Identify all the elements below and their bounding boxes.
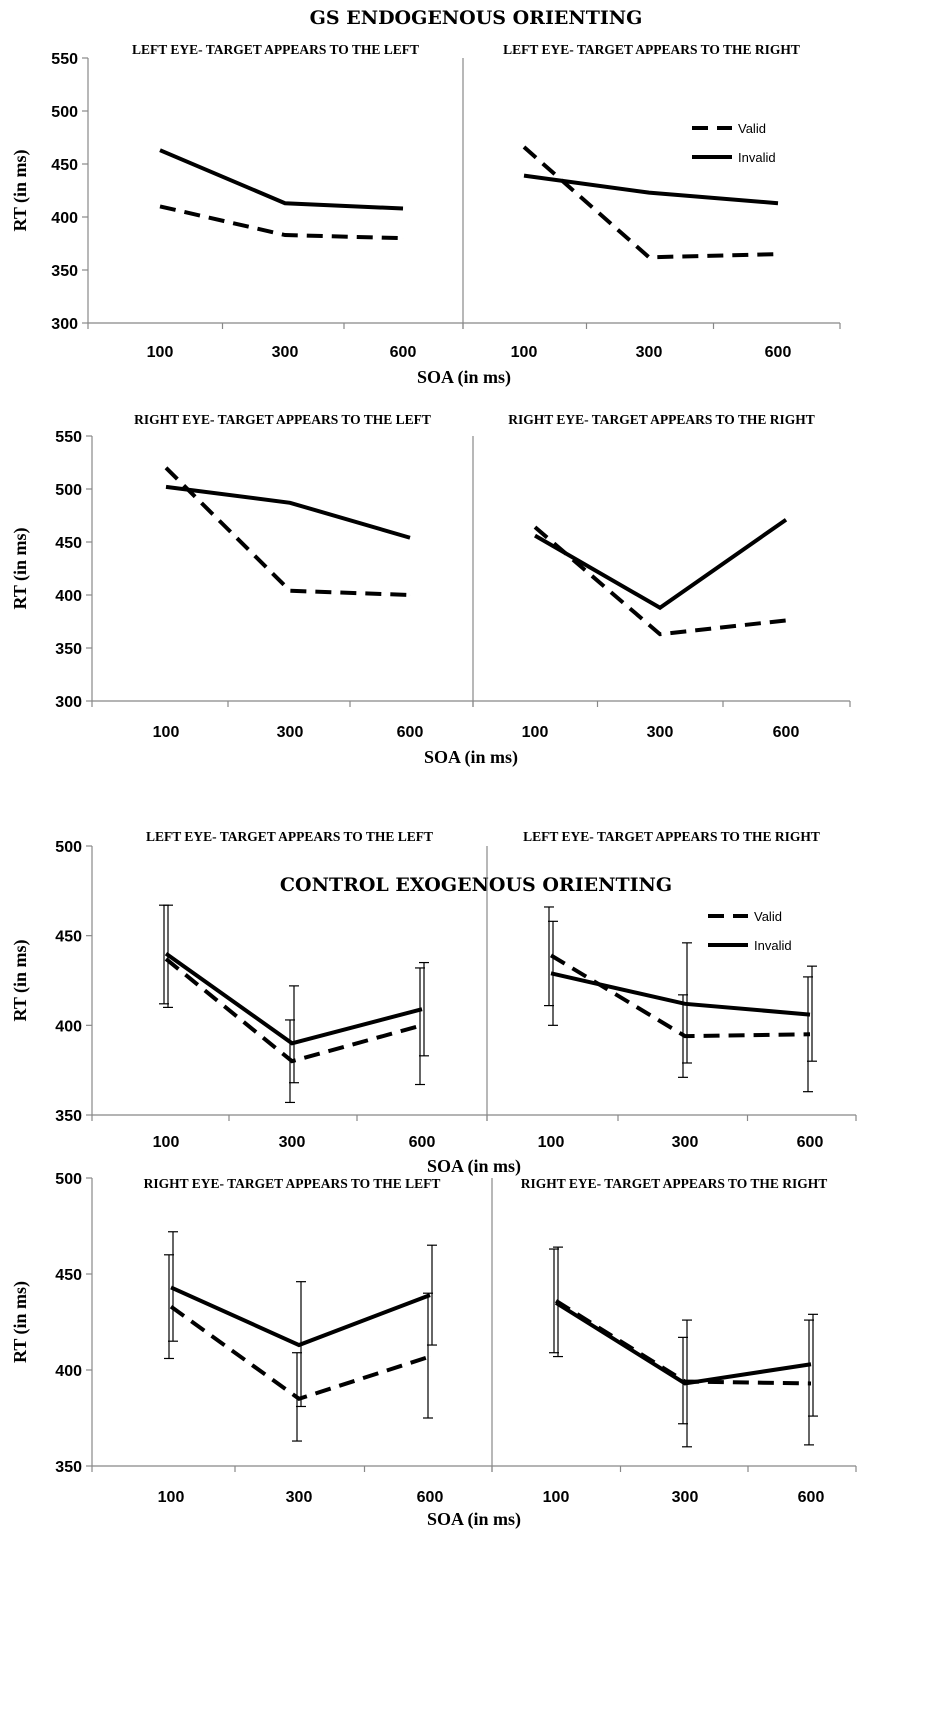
section-title-endogenous: GS ENDOGENOUS ORIENTING [310, 7, 643, 29]
x-tick-label: 100 [158, 1489, 185, 1506]
chart-panel-1: 300 350 400 450 500 550 RT (in ms) 100 300 600SOA… [10, 42, 511, 388]
panel-title: LEFT EYE- TARGET APPEARS TO THE LEFT [132, 42, 419, 57]
y-axis-label: RT (in ms) [10, 527, 31, 609]
panel-title: LEFT EYE- TARGET APPEARS TO THE RIGHT [523, 829, 820, 844]
x-tick-label: 100 [538, 1134, 565, 1151]
y-tick-label: 300 [51, 316, 78, 333]
x-tick-label: 100 [511, 344, 538, 361]
x-tick-label: 300 [672, 1489, 699, 1506]
series-line-invalid [523, 173, 779, 206]
chart-panel-8: 100 300 600 RIGHT EYE- TARGET APPEARS TO TH… [491, 1176, 857, 1506]
x-tick-label: 600 [773, 724, 800, 741]
legend: Valid Invalid [708, 909, 792, 953]
legend-label-valid: Valid [738, 121, 766, 136]
chart-panel-6: 100 300 600 LEFT EYE- TARGET APPEARS TO THE… [486, 829, 857, 1151]
chart-panel-5: 350 400 450 500 RT (in ms) 100 300 600 SOA (in m… [10, 829, 521, 1177]
y-tick-label: 450 [51, 157, 78, 174]
y-tick-label: 400 [55, 1018, 82, 1035]
series-line-valid [549, 953, 811, 1039]
series-line-invalid [550, 971, 811, 1017]
x-tick-label: 300 [636, 344, 663, 361]
y-tick-label: 400 [55, 588, 82, 605]
chart-panel-4: 100 300 600 RIGHT EYE- TARGET APPEARS TO TH… [472, 412, 851, 741]
legend-label-invalid: Invalid [754, 938, 792, 953]
x-axis-label: SOA (in ms) [417, 367, 511, 388]
y-tick-label: 350 [55, 1459, 82, 1476]
panel-title: RIGHT EYE- TARGET APPEARS TO THE RIGHT [521, 1176, 828, 1191]
y-tick-label: 500 [55, 839, 82, 856]
y-tick-label: 350 [55, 1108, 82, 1125]
chart-panel-7: 350 400 450 500 RT (in ms) 100 300 600 SOA (in m… [10, 1171, 521, 1530]
y-tick-label: 550 [55, 429, 82, 446]
y-tick-label: 500 [55, 482, 82, 499]
legend: Valid Invalid [692, 121, 776, 165]
y-axis-label: RT (in ms) [10, 939, 31, 1021]
series-line-invalid [159, 148, 404, 211]
series-line-valid [533, 525, 787, 637]
x-tick-label: 600 [409, 1134, 436, 1151]
y-tick-label: 350 [51, 263, 78, 280]
y-axis-label: RT (in ms) [10, 149, 31, 231]
x-tick-label: 100 [522, 724, 549, 741]
y-axis-label: RT (in ms) [10, 1281, 31, 1363]
x-tick-label: 300 [647, 724, 674, 741]
x-tick-label: 600 [417, 1489, 444, 1506]
x-tick-label: 100 [153, 1134, 180, 1151]
panel-title: RIGHT EYE- TARGET APPEARS TO THE LEFT [134, 412, 431, 427]
y-tick-label: 400 [51, 210, 78, 227]
x-tick-label: 300 [286, 1489, 313, 1506]
chart-panel-3: 300 350 400 450 500 550 RT (in ms) 100 300 600SOA… [10, 412, 518, 768]
chart-panel-2: 100 300 600 LEFT EYE- TARGET APPEARS TO THE… [462, 42, 841, 361]
y-tick-label: 450 [55, 1267, 82, 1284]
y-tick-label: 350 [55, 641, 82, 658]
panel-title: RIGHT EYE- TARGET APPEARS TO THE RIGHT [508, 412, 815, 427]
x-tick-label: 600 [397, 724, 424, 741]
y-tick-label: 500 [55, 1171, 82, 1188]
legend-label-valid: Valid [754, 909, 782, 924]
series-line-valid [164, 466, 411, 597]
x-tick-label: 100 [153, 724, 180, 741]
x-tick-label: 100 [543, 1489, 570, 1506]
x-tick-label: 600 [765, 344, 792, 361]
x-tick-label: 100 [147, 344, 174, 361]
x-tick-label: 600 [797, 1134, 824, 1151]
series-line-invalid [165, 484, 411, 540]
series-line-valid [522, 145, 779, 260]
section-title-exogenous: CONTROL EXOGENOUS ORIENTING [280, 874, 672, 896]
series-line-valid [159, 204, 404, 241]
y-tick-label: 550 [51, 51, 78, 68]
x-tick-label: 300 [279, 1134, 306, 1151]
x-tick-label: 300 [272, 344, 299, 361]
panel-title: LEFT EYE- TARGET APPEARS TO THE LEFT [146, 829, 433, 844]
panel-title: RIGHT EYE- TARGET APPEARS TO THE LEFT [144, 1176, 441, 1191]
x-axis-label: SOA (in ms) [427, 1509, 521, 1530]
y-tick-label: 450 [55, 929, 82, 946]
y-tick-label: 400 [55, 1363, 82, 1380]
panel-title: LEFT EYE- TARGET APPEARS TO THE RIGHT [503, 42, 800, 57]
x-tick-label: 300 [672, 1134, 699, 1151]
x-axis-label: SOA (in ms) [424, 747, 518, 768]
y-tick-label: 500 [51, 104, 78, 121]
x-tick-label: 600 [798, 1489, 825, 1506]
x-axis-label: SOA (in ms) [427, 1156, 521, 1177]
y-tick-label: 300 [55, 694, 82, 711]
series-line-invalid [534, 518, 788, 611]
x-tick-label: 600 [390, 344, 417, 361]
x-tick-label: 300 [277, 724, 304, 741]
legend-label-invalid: Invalid [738, 150, 776, 165]
y-tick-label: 450 [55, 535, 82, 552]
